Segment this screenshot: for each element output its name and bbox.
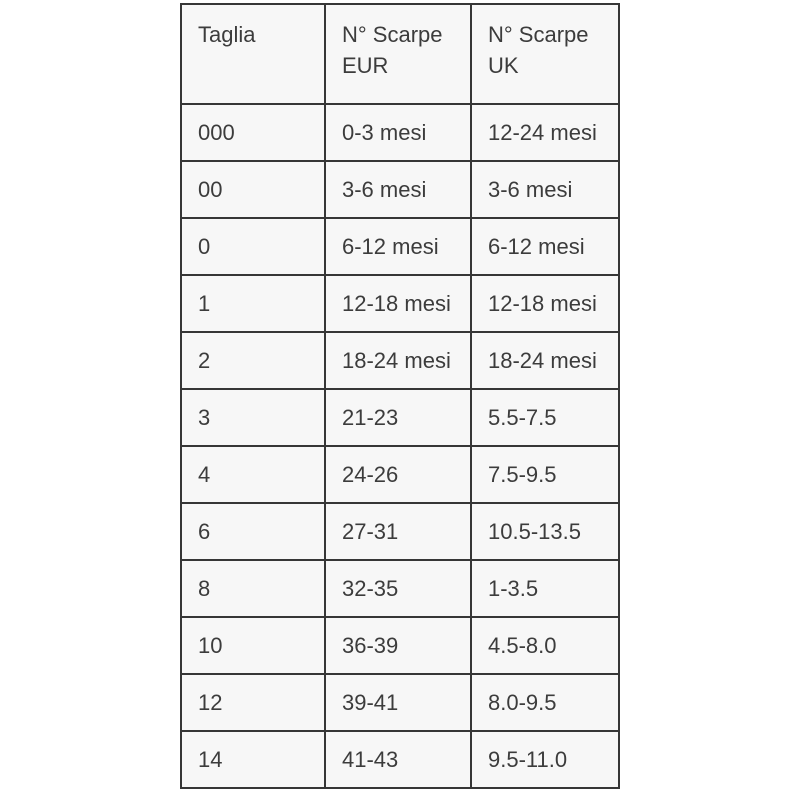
cell-eur: 0-3 mesi <box>324 103 472 162</box>
cell-uk: 6-12 mesi <box>470 217 620 276</box>
cell-uk: 1-3.5 <box>470 559 620 618</box>
cell-eur: 27-31 <box>324 502 472 561</box>
cell-taglia: 10 <box>180 616 326 675</box>
cell-eur: 32-35 <box>324 559 472 618</box>
cell-eur: 24-26 <box>324 445 472 504</box>
cell-uk: 18-24 mesi <box>470 331 620 390</box>
cell-taglia: 14 <box>180 730 326 789</box>
table-row: 14 41-43 9.5-11.0 <box>180 730 620 789</box>
cell-taglia: 12 <box>180 673 326 732</box>
cell-taglia: 000 <box>180 103 326 162</box>
table-row: 8 32-35 1-3.5 <box>180 559 620 618</box>
cell-taglia: 4 <box>180 445 326 504</box>
cell-uk: 9.5-11.0 <box>470 730 620 789</box>
column-header-taglia: Taglia <box>180 3 326 105</box>
table-row: 3 21-23 5.5-7.5 <box>180 388 620 447</box>
table-row: 000 0-3 mesi 12-24 mesi <box>180 103 620 162</box>
column-header-scarpe-eur: N° Scarpe EUR <box>324 3 472 105</box>
table-row: 4 24-26 7.5-9.5 <box>180 445 620 504</box>
table-row: 12 39-41 8.0-9.5 <box>180 673 620 732</box>
cell-eur: 6-12 mesi <box>324 217 472 276</box>
cell-taglia: 2 <box>180 331 326 390</box>
cell-eur: 21-23 <box>324 388 472 447</box>
cell-uk: 3-6 mesi <box>470 160 620 219</box>
cell-eur: 36-39 <box>324 616 472 675</box>
cell-taglia: 0 <box>180 217 326 276</box>
table-row: 2 18-24 mesi 18-24 mesi <box>180 331 620 390</box>
cell-uk: 7.5-9.5 <box>470 445 620 504</box>
cell-eur: 18-24 mesi <box>324 331 472 390</box>
table-row: 00 3-6 mesi 3-6 mesi <box>180 160 620 219</box>
cell-eur: 39-41 <box>324 673 472 732</box>
table-row: 1 12-18 mesi 12-18 mesi <box>180 274 620 333</box>
page: Taglia N° Scarpe EUR N° Scarpe UK 000 0-… <box>0 3 800 803</box>
cell-eur: 3-6 mesi <box>324 160 472 219</box>
cell-taglia: 3 <box>180 388 326 447</box>
cell-uk: 12-18 mesi <box>470 274 620 333</box>
cell-eur: 41-43 <box>324 730 472 789</box>
table-row: 10 36-39 4.5-8.0 <box>180 616 620 675</box>
cell-uk: 10.5-13.5 <box>470 502 620 561</box>
cell-eur: 12-18 mesi <box>324 274 472 333</box>
table-row: 6 27-31 10.5-13.5 <box>180 502 620 561</box>
cell-taglia: 00 <box>180 160 326 219</box>
cell-taglia: 8 <box>180 559 326 618</box>
table-row: 0 6-12 mesi 6-12 mesi <box>180 217 620 276</box>
shoe-size-table: Taglia N° Scarpe EUR N° Scarpe UK 000 0-… <box>180 3 620 789</box>
column-header-scarpe-uk: N° Scarpe UK <box>470 3 620 105</box>
header-row: Taglia N° Scarpe EUR N° Scarpe UK <box>180 3 620 105</box>
cell-uk: 12-24 mesi <box>470 103 620 162</box>
cell-uk: 4.5-8.0 <box>470 616 620 675</box>
cell-uk: 8.0-9.5 <box>470 673 620 732</box>
cell-taglia: 1 <box>180 274 326 333</box>
cell-taglia: 6 <box>180 502 326 561</box>
cell-uk: 5.5-7.5 <box>470 388 620 447</box>
